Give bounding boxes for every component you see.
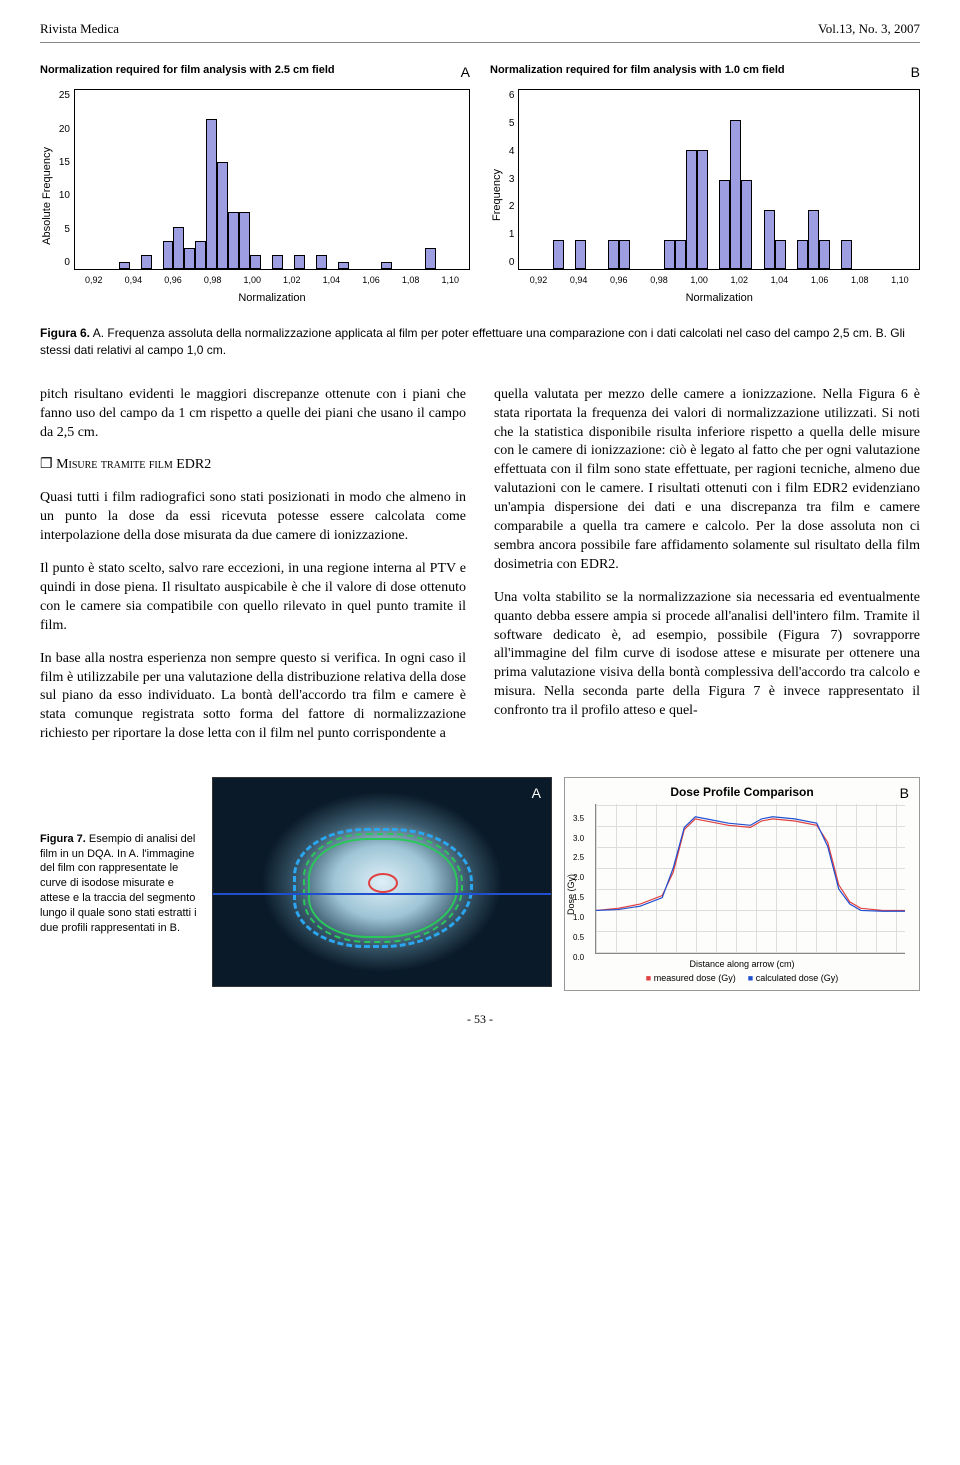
fig6-text: A. Frequenza assoluta della normalizzazi… [40,326,905,356]
profile-trace-line [213,893,551,895]
body-p2: Quasi tutti i film radiografici sono sta… [40,489,466,546]
section-heading-edr2: Misure tramite film EDR2 [40,456,466,475]
chart-a-title: Normalization required for film analysis… [40,63,335,78]
histogram-bar [173,227,184,270]
panel-letter-a: A [461,63,470,82]
histogram-bar [338,262,349,269]
fig7b-xlabel: Distance along arrow (cm) [571,958,913,970]
histogram-bar [217,162,228,269]
histogram-bar [195,241,206,270]
histogram-bar [741,180,752,270]
histogram-bar [228,212,239,269]
chart-panel-b: Normalization required for film analysis… [490,63,920,306]
chart-b-ylabel: Frequency [490,169,505,221]
chart-b-xlabel: Normalization [518,291,920,306]
chart-a-ylabel: Absolute Frequency [40,147,55,245]
figure7-panel-b: B Dose Profile Comparison Dose (Gy) 3.53… [564,777,920,991]
figure7-caption: Figura 7. Esempio di analisi del film in… [40,832,200,936]
histogram-bar [797,240,808,270]
body-p3: Il punto è stato scelto, salvo rare ecce… [40,560,466,636]
histogram-bar [163,241,174,270]
histogram-bar [381,262,392,269]
fig7-label: Figura 7. [40,833,86,845]
fig7b-yticks: 3.53.02.52.01.51.00.50.0 [573,814,584,964]
histogram-bar [250,255,261,269]
histogram-bar [775,240,786,270]
figure6-caption: Figura 6. A. Frequenza assoluta della no… [40,325,920,357]
histogram-bar [608,240,619,270]
histogram-bar [141,255,152,269]
chart-b-xaxis: 0,920,940,960,981,001,021,041,061,081,10 [518,274,920,286]
body-p4: In base alla nostra esperienza non sempr… [40,650,466,744]
body-p1: pitch risultano evidenti le maggiori dis… [40,386,466,443]
journal-name: Rivista Medica [40,20,119,38]
histogram-bar [239,212,250,269]
chart-b-plot [518,89,920,270]
histogram-bar [294,255,305,269]
fig7-text: Esempio di analisi del film in un DQA. I… [40,833,197,934]
histogram-bar [553,240,564,270]
histogram-bar [575,240,586,270]
histogram-bar [664,240,675,270]
figure7-panel-a: A [212,777,552,987]
histogram-bar [184,248,195,269]
body-columns: pitch risultano evidenti le maggiori dis… [40,386,920,747]
panel-letter-b: B [911,63,920,82]
histogram-bar [808,210,819,270]
fig7a-letter: A [532,784,541,803]
histogram-bar [686,150,697,269]
histogram-bar [425,248,436,269]
body-p6: Una volta stabilito se la normalizzazion… [494,589,920,721]
histogram-bar [819,240,830,270]
fig7b-plot [595,804,905,954]
histogram-bar [675,240,686,270]
histogram-bar [841,240,852,270]
chart-a-yaxis: 2520151050 [59,89,74,269]
histogram-bar [730,120,741,269]
isodose-red [368,873,398,893]
histogram-bar [119,262,130,269]
fig7b-legend: measured dose (Gy) calculated dose (Gy) [571,972,913,984]
histogram-bar [619,240,630,270]
fig7b-title: Dose Profile Comparison [571,784,913,800]
fig7b-letter: B [900,784,909,803]
body-p5: quella valutata per mezzo delle camere a… [494,386,920,575]
histogram-bar [316,255,327,269]
figure6-charts: Normalization required for film analysis… [40,63,920,306]
fig6-label: Figura 6. [40,326,90,340]
chart-a-xlabel: Normalization [74,291,470,306]
chart-b-title: Normalization required for film analysis… [490,63,785,78]
chart-panel-a: Normalization required for film analysis… [40,63,470,306]
page-number: - 53 - [40,1011,920,1027]
histogram-bar [719,180,730,270]
page-header: Rivista Medica Vol.13, No. 3, 2007 [40,20,920,43]
histogram-bar [764,210,775,270]
histogram-bar [697,150,708,269]
legend-calculated: calculated dose (Gy) [748,972,838,984]
chart-b-yaxis: 6543210 [509,89,519,269]
histogram-bar [272,255,283,269]
issue-label: Vol.13, No. 3, 2007 [818,20,920,38]
figure7-row: Figura 7. Esempio di analisi del film in… [40,777,920,991]
histogram-bar [206,119,217,269]
chart-a-plot [74,89,470,270]
legend-measured: measured dose (Gy) [646,972,736,984]
chart-a-xaxis: 0,920,940,960,981,001,021,041,061,081,10 [74,274,470,286]
